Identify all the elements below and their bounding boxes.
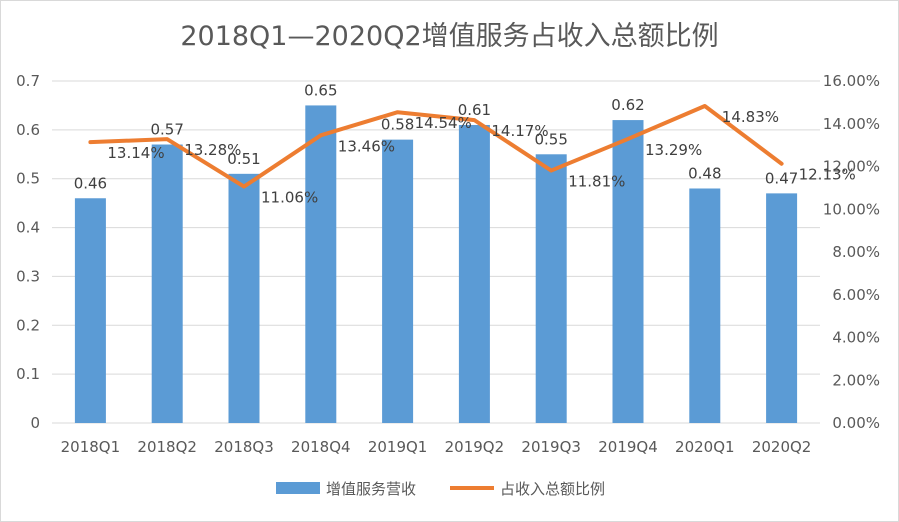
- line-data-label: 13.28%: [184, 141, 241, 159]
- y-left-tick-label: 0.7: [16, 72, 40, 90]
- line-point: [88, 140, 92, 144]
- x-tick-label: 2018Q4: [291, 438, 351, 456]
- y-right-tick-label: 8.00%: [832, 243, 880, 261]
- line-series: [88, 104, 784, 189]
- legend-bar-swatch: [276, 482, 320, 494]
- line-point: [242, 185, 246, 189]
- line-point: [780, 162, 784, 166]
- bar-data-label: 0.61: [458, 101, 491, 119]
- x-tick-label: 2019Q3: [521, 438, 581, 456]
- line-point: [626, 137, 630, 141]
- bar: [689, 188, 721, 423]
- x-tick-label: 2019Q2: [445, 438, 505, 456]
- line-data-label: 14.17%: [491, 122, 548, 140]
- line-data-label: 12.13%: [799, 166, 856, 184]
- line-point: [165, 137, 169, 141]
- bar-data-label: 0.62: [611, 96, 644, 114]
- y-right-tick-label: 16.00%: [823, 72, 880, 90]
- bar: [151, 144, 183, 423]
- x-tick-label: 2019Q1: [368, 438, 428, 456]
- line-data-label: 13.46%: [338, 137, 395, 155]
- y-left-tick-label: 0.1: [16, 365, 40, 383]
- y-left-tick-label: 0.6: [16, 121, 40, 139]
- bar: [228, 173, 260, 423]
- bar: [766, 193, 798, 423]
- bar: [74, 198, 106, 423]
- legend-bar-label: 增值服务营收: [326, 480, 416, 498]
- y-right-tick-label: 12.00%: [823, 158, 880, 176]
- y-left-tick-label: 0.5: [16, 170, 40, 188]
- bar: [535, 154, 567, 424]
- y-right-tick-label: 2.00%: [832, 371, 880, 389]
- x-tick-label: 2020Q1: [675, 438, 735, 456]
- line-point: [396, 110, 400, 114]
- line-point: [703, 104, 707, 108]
- line-point: [319, 133, 323, 137]
- chart-title: 2018Q1—2020Q2增值服务占收入总额比例: [180, 21, 719, 52]
- line-data-label: 13.29%: [645, 141, 702, 159]
- bar-data-label: 0.58: [381, 116, 414, 134]
- bar: [382, 139, 414, 423]
- x-tick-label: 2018Q3: [214, 438, 274, 456]
- x-tick-label: 2018Q1: [61, 438, 121, 456]
- line-point: [549, 169, 553, 173]
- y-left-tick-label: 0.3: [16, 267, 40, 285]
- y-left-tick-label: 0.2: [16, 316, 40, 334]
- y-right-tick-label: 0.00%: [832, 414, 880, 432]
- y-right-tick-label: 4.00%: [832, 329, 880, 347]
- line-data-label: 11.81%: [568, 173, 625, 191]
- bar-data-label: 0.48: [688, 164, 721, 182]
- bar-data-label: 0.57: [150, 121, 183, 139]
- line-data-label: 14.54%: [415, 114, 472, 132]
- bar-data-label: 0.51: [227, 150, 260, 168]
- y-left-tick-label: 0: [30, 414, 40, 432]
- y-right-tick-label: 6.00%: [832, 286, 880, 304]
- legend-line-label: 占收入总额比例: [500, 480, 605, 498]
- y-right-tick-label: 14.00%: [823, 115, 880, 133]
- line-data-label: 14.83%: [722, 108, 779, 126]
- line-point: [472, 118, 476, 122]
- line-data-label: 13.14%: [107, 144, 164, 162]
- bar: [612, 120, 644, 423]
- bar: [458, 124, 490, 423]
- bar-data-label: 0.47: [765, 169, 798, 187]
- bar-data-label: 0.55: [534, 130, 567, 148]
- y-left-tick-label: 0.4: [16, 219, 40, 237]
- x-tick-label: 2019Q4: [598, 438, 658, 456]
- x-tick-label: 2018Q2: [137, 438, 197, 456]
- y-right-tick-label: 10.00%: [823, 200, 880, 218]
- bar-data-label: 0.65: [304, 81, 337, 99]
- x-tick-label: 2020Q2: [752, 438, 812, 456]
- line-data-label: 11.06%: [261, 189, 318, 207]
- bar: [305, 105, 337, 423]
- bar-data-label: 0.46: [74, 174, 107, 192]
